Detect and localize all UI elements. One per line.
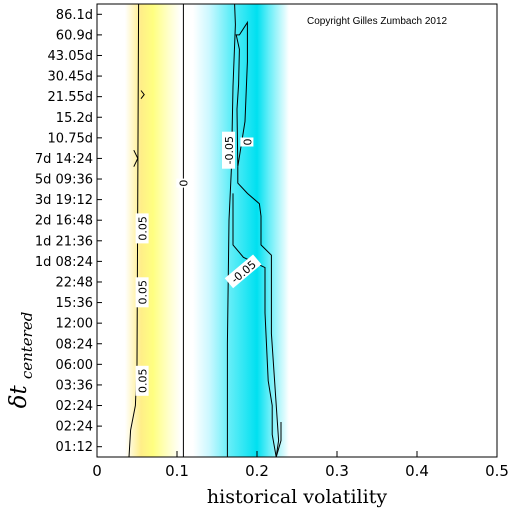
contour-label: 0 [240,137,254,147]
contour-label: 0.05 [135,277,150,308]
y-tick-label: 02:24 [56,399,93,414]
x-tick-label: 0.4 [405,462,429,480]
plot-area [97,4,497,457]
contour-line-0p05 [128,3,140,458]
copyright-text: Copyright Gilles Zumbach 2012 [307,16,448,27]
y-tick-label: 02:24 [56,420,93,435]
y-tick-label: 15.2d [56,111,93,126]
contour-label-background [224,254,262,289]
contour-label-text: 0.05 [137,369,150,394]
contour-line-detail [237,166,280,458]
y-axis-title-symbol: δt [6,384,32,408]
svg-text:δt centered: δt centered [6,312,36,409]
y-tick-label: 03:36 [56,378,93,393]
x-tick-label: 0.1 [165,462,189,480]
contour-label: 0.05 [135,365,150,396]
contour-label: 0.05 [135,213,150,244]
y-tick-label: 30.45d [48,70,93,85]
contour-label-text: -0.05 [223,136,236,164]
y-tick-label: 22:48 [56,275,93,290]
contour-line-detail [275,422,282,458]
contour-label: -0.05 [222,131,236,169]
y-tick-label: 86.1d [56,8,93,23]
y-tick-label: 12:00 [56,317,93,332]
y-tick-label: 1d 08:24 [35,255,93,270]
y-tick-label: 21.55d [48,90,93,105]
y-tick-label: 15:36 [56,296,93,311]
x-tick-label: 0.3 [325,462,349,480]
y-tick-label: 43.05d [48,49,93,64]
contour-label-background [176,178,190,188]
contour-line-detail [235,20,248,167]
contour-label-text: 0 [177,180,190,187]
contour-label-background [135,277,149,308]
y-tick-label: 1d 21:36 [35,234,93,249]
y-tick-label: 01:12 [56,440,93,455]
contour-line-detail [140,90,145,100]
plot-frame [96,3,498,458]
contour-label-background [240,137,254,147]
contour-label-text: 0.05 [137,216,150,241]
x-tick-label: 0 [92,462,102,480]
x-tick-label: 0.5 [485,462,509,480]
y-axis-ticks: 01:12 02:24 02:24 03:36 06:00 08:24 12:00 15:36… [35,8,102,455]
y-tick-label: 06:00 [56,358,93,373]
contour-label-background [222,131,235,169]
x-axis-title: historical volatility [207,486,387,508]
y-tick-label: 5d 09:36 [35,173,93,188]
contour-label-background [135,365,149,396]
x-tick-label: 0.2 [245,462,269,480]
y-tick-label: 3d 19:12 [35,193,93,208]
contour-label: 0 [176,178,190,188]
contour-line-detail [133,149,139,167]
contour-line-detail [232,193,277,458]
y-tick-label: 7d 14:24 [35,152,93,167]
contour-label-background [135,213,149,244]
contour-label-text: 0 [241,139,254,146]
y-tick-label: 10.75d [48,131,93,146]
y-tick-label: 60.9d [56,28,93,43]
heatmap-fill [97,4,497,457]
y-axis-title: δt centered [6,312,36,409]
y-tick-label: 2d 16:48 [35,214,93,229]
x-axis-ticks: 0 0.1 0.2 0.3 0.4 0.5 [92,451,509,480]
y-axis-title-subscript: centered [18,312,36,380]
y-tick-label: 08:24 [56,337,93,352]
contour-label-layer: 0.050.050.050-0.05 0-0.05 [135,131,262,396]
contour-label-text: 0.05 [137,280,150,305]
